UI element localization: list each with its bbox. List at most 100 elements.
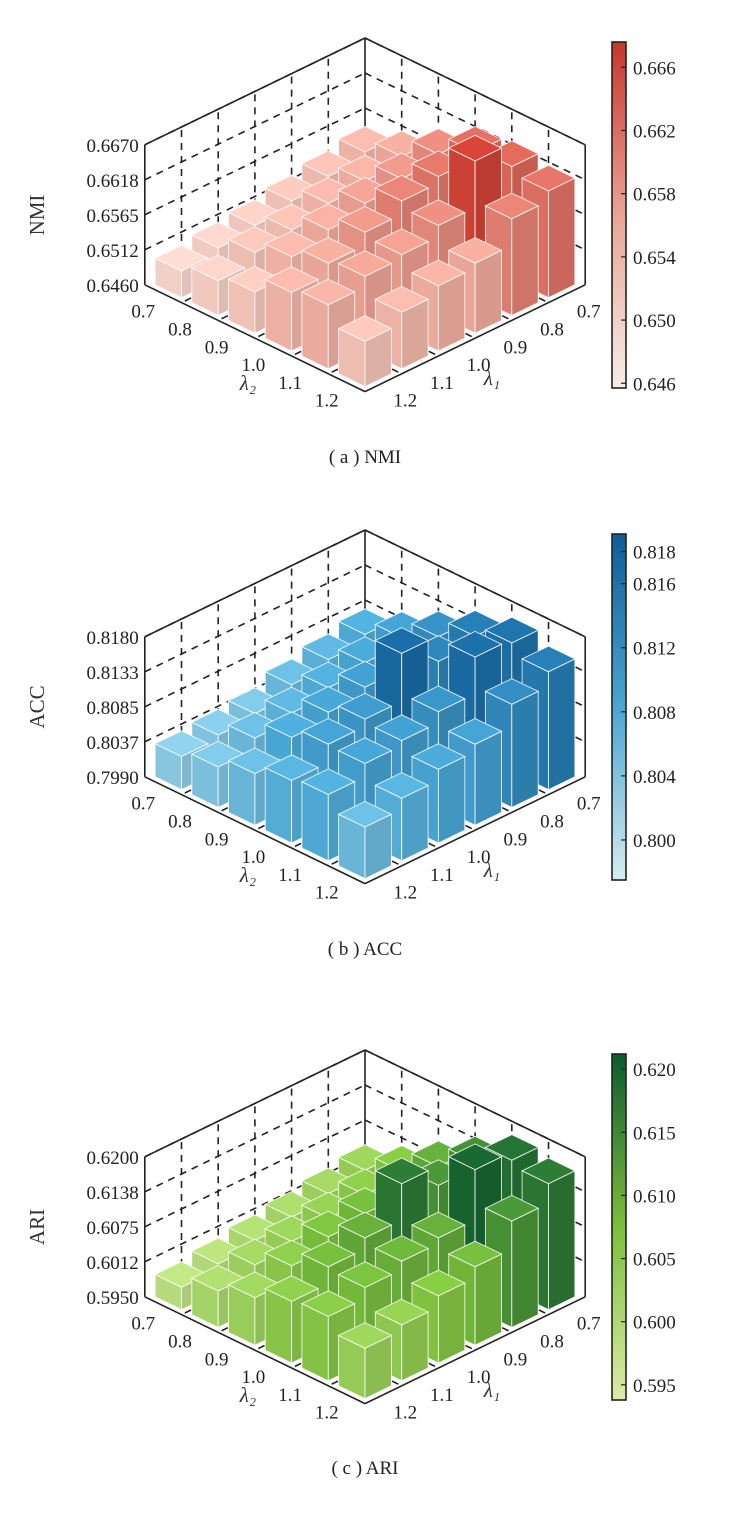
gridline	[144, 1154, 366, 1263]
bar-top-face	[374, 285, 430, 313]
bar-top-face	[410, 743, 466, 770]
bar-right-face	[511, 1207, 539, 1329]
lambda2-tick-label: 0.7	[131, 1314, 155, 1335]
lambda2-tick-label: 1.2	[315, 883, 339, 904]
lambda1-tick-label: 1.2	[393, 1403, 417, 1424]
bar-top-face	[300, 278, 356, 306]
axis-line	[364, 1049, 586, 1158]
colorbar-tick-label: 0.662	[633, 121, 676, 142]
lambda2-tick-label: 1.1	[278, 1385, 302, 1406]
lambda1-tick-label: 1.2	[393, 883, 417, 904]
bar-top-face	[484, 192, 540, 220]
bar-top-face	[300, 203, 356, 231]
bar-top-face	[337, 692, 393, 720]
bar-top-face	[410, 1269, 466, 1297]
lambda1-tick-label: 1.1	[430, 1385, 454, 1406]
bar-top-face	[337, 205, 393, 233]
bar-top-face	[264, 658, 320, 686]
bar-top-face	[447, 134, 503, 162]
z-tick-label: 0.6138	[87, 1183, 139, 1204]
bar-right-face	[474, 1253, 502, 1346]
gridline	[144, 107, 366, 216]
bar-top-face	[374, 714, 430, 742]
bar-top-face	[154, 244, 209, 272]
lambda1-tick-label: 0.8	[540, 812, 564, 833]
colorbar-tick-label: 0.654	[633, 248, 676, 269]
bar-top-face	[521, 164, 576, 192]
colorbar-tick-label: 0.804	[633, 767, 676, 788]
bar-right-face	[437, 272, 466, 352]
lambda2-tick-label: 0.7	[131, 794, 155, 815]
bar-top-face	[190, 254, 246, 282]
lambda1-tick-label: 0.8	[540, 1332, 564, 1353]
lambda1-tick-label: 1.1	[430, 373, 454, 394]
bar-top-face	[521, 645, 576, 673]
gridline	[144, 142, 366, 251]
colorbar-tick-label: 0.800	[633, 831, 676, 852]
colorbar-tick-label: 0.650	[633, 311, 676, 332]
colorbar-tick-label: 0.818	[633, 543, 676, 564]
bar	[337, 800, 393, 880]
bar-top-face	[337, 1261, 393, 1288]
gridline	[144, 599, 366, 708]
z-axis-title: NMI	[25, 195, 49, 236]
gridline	[144, 1119, 366, 1228]
colorbar	[611, 1053, 627, 1401]
y-axis-line	[144, 284, 366, 393]
bar-top-face	[447, 237, 503, 264]
bar-top-face	[484, 1194, 540, 1222]
z-tick-label: 0.8133	[87, 663, 139, 684]
lambda2-tick-label: 1.0	[242, 1367, 266, 1388]
z-tick-label: 0.7990	[87, 768, 139, 789]
bar-top-face	[300, 686, 356, 713]
lambda1-tick-label: 1.1	[430, 865, 454, 886]
lambda2-tick-label: 1.0	[242, 355, 266, 376]
z-tick-label: 0.8180	[87, 628, 139, 649]
colorbar-tick-label: 0.620	[633, 1060, 676, 1081]
bar-top-face	[447, 630, 503, 658]
gridline	[144, 72, 366, 181]
bar-top-face	[154, 730, 209, 758]
bar-top-face	[190, 1264, 246, 1292]
bar	[337, 1322, 393, 1400]
colorbar-tick-label: 0.595	[633, 1376, 676, 1397]
bar-top-face	[410, 199, 466, 226]
bar	[484, 192, 540, 317]
bar-left-face	[301, 1302, 329, 1382]
axis-line	[144, 1049, 366, 1158]
bar-top-face	[264, 1275, 320, 1302]
z-tick-label: 0.8085	[87, 698, 139, 719]
colorbar-tick-label: 0.610	[633, 1186, 676, 1207]
lambda2-axis-title: λ₂	[239, 1383, 256, 1407]
z-tick-label: 0.6618	[87, 171, 139, 192]
axis-line	[144, 37, 366, 146]
bar-top-face	[264, 754, 320, 781]
bar-left-face	[301, 780, 329, 862]
bar-right-face	[437, 755, 466, 844]
lambda1-axis-title: λ₁	[483, 1378, 500, 1402]
lambda2-axis-title: λ₂	[239, 371, 256, 395]
lambda1-tick-label: 1.0	[467, 355, 491, 376]
bar-right-face	[474, 730, 502, 826]
bar-top-face	[374, 228, 430, 256]
lambda1-tick-label: 1.2	[393, 391, 417, 412]
colorbar-tick-label: 0.658	[633, 185, 676, 206]
lambda2-tick-label: 0.9	[205, 1349, 229, 1370]
z-tick-label: 0.8037	[87, 733, 139, 754]
bar-top-face	[264, 266, 320, 293]
lambda2-tick-label: 1.1	[278, 373, 302, 394]
z-tick-label: 0.6670	[87, 136, 139, 157]
chart-caption: ( c ) ARI	[331, 1458, 398, 1479]
bar-top-face	[300, 237, 356, 264]
chart-caption: ( a ) NMI	[329, 447, 401, 468]
bar-top-face	[484, 616, 540, 644]
bar-top-face	[300, 717, 356, 745]
colorbar-tick-label: 0.600	[633, 1313, 676, 1334]
colorbar	[611, 533, 627, 881]
bar-top-face	[374, 1157, 430, 1185]
axis-line	[144, 529, 366, 638]
bar-top-face	[521, 1157, 576, 1185]
bar-top-face	[300, 1290, 356, 1317]
bar-right-face	[548, 1170, 576, 1311]
